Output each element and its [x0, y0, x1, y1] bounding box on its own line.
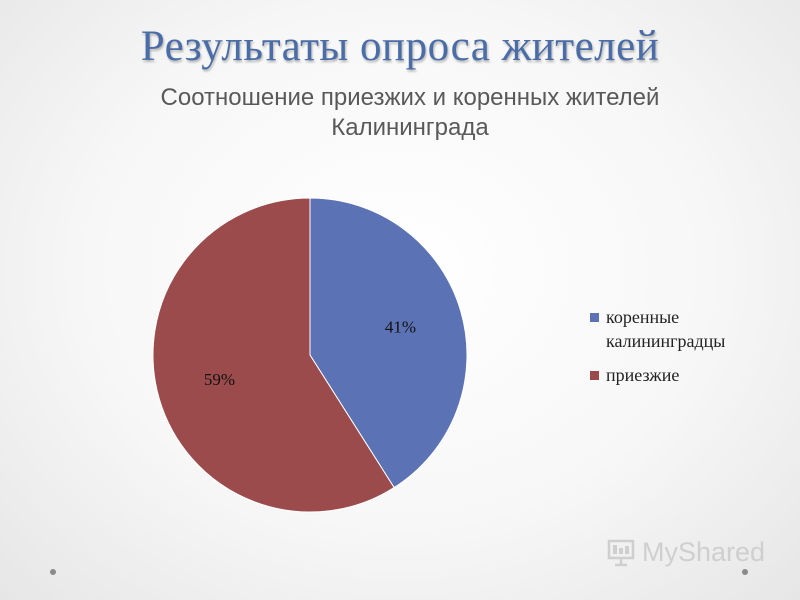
legend-item-native: коренные калининградцы [590, 305, 790, 353]
watermark-text: MyShared [642, 537, 766, 567]
chart-legend: коренные калининградцы приезжие [590, 305, 790, 397]
slide-title: Результаты опроса жителей [140, 23, 660, 70]
slide-dot-right [742, 569, 748, 575]
data-label-newcomers: 59% [204, 370, 235, 389]
chart-title: Соотношение приезжих и коренных жителей … [160, 84, 660, 141]
pie-slice-native [309, 197, 468, 489]
legend-swatch-native [590, 313, 599, 322]
legend-label-newcomers: приезжие [606, 365, 680, 385]
pie-slice-newcomers [152, 197, 395, 513]
presentation-board-icon [607, 539, 635, 566]
watermark: MyShared [606, 537, 765, 568]
slide-dot-left [50, 569, 56, 575]
legend-item-newcomers: приезжие [590, 363, 790, 387]
legend-swatch-newcomers [590, 371, 599, 380]
legend-label-native: коренные калининградцы [606, 307, 726, 351]
data-label-native: 41% [385, 318, 416, 337]
